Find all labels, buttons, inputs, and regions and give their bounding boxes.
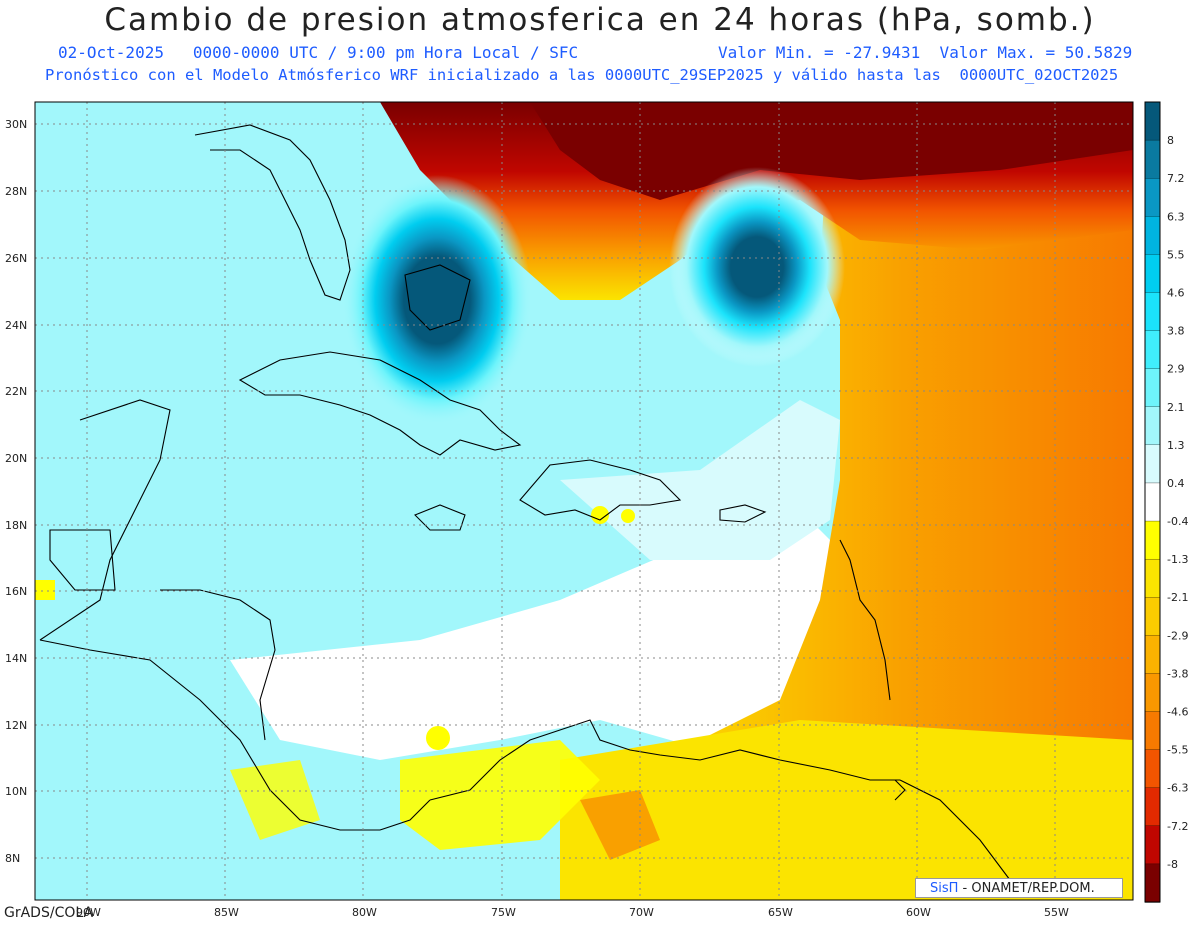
colorbar-label: -6.3 <box>1167 782 1188 795</box>
colorbar-swatch <box>1144 597 1161 636</box>
colorbar: 8 7.2 6.3 5.5 4.6 3.8 2.9 2.1 1.3 0.4 -0.4 -1.3 -2.1… <box>1144 101 1188 903</box>
colorbar-label: -2.1 <box>1167 591 1188 604</box>
lon-label: 60W <box>906 906 931 919</box>
colorbar-label: 0.4 <box>1167 477 1185 490</box>
coastlines <box>39 124 1011 881</box>
colorbar-label: -8 <box>1167 858 1178 871</box>
credit-box: SisΠ - ONAMET/REP.DOM. <box>915 878 1123 898</box>
colorbar-label: 7.2 <box>1167 172 1185 185</box>
lat-label: 14N <box>5 652 27 665</box>
lon-axis: 90W 85W 80W 75W 70W 65W 60W 55W <box>76 906 1069 919</box>
lat-label: 20N <box>5 452 27 465</box>
map-title: Cambio de presion atmosferica en 24 hora… <box>104 2 1096 38</box>
colorbar-label: -0.4 <box>1167 515 1188 528</box>
colorbar-swatch <box>1144 482 1161 522</box>
lat-axis: 30N 28N 26N 24N 22N 20N 18N 16N 14N 12N … <box>5 118 27 865</box>
lat-label: 8N <box>5 852 20 865</box>
graticule <box>35 102 1133 900</box>
colorbar-swatch <box>1144 673 1161 713</box>
colorbar-swatch <box>1144 139 1161 179</box>
lon-label: 65W <box>768 906 793 919</box>
colorbar-swatch <box>1144 825 1161 865</box>
colorbar-label: 5.5 <box>1167 248 1185 261</box>
colorbar-swatch <box>1144 635 1161 675</box>
lon-label: 55W <box>1044 906 1069 919</box>
colorbar-label: 1.3 <box>1167 439 1185 452</box>
valid-time-line: 02-Oct-2025 0000-0000 UTC / 9:00 pm Hora… <box>58 43 1132 62</box>
lat-label: 18N <box>5 519 27 532</box>
lon-label: 80W <box>352 906 377 919</box>
colorbar-label: 2.9 <box>1167 363 1185 376</box>
min-max-text: Valor Min. = -27.9431 Valor Max. = 50.58… <box>718 43 1133 62</box>
lon-label: 85W <box>214 906 239 919</box>
colorbar-swatch <box>1144 787 1161 827</box>
colorbar-swatch <box>1144 406 1161 446</box>
credit-brand: SisΠ <box>930 881 959 896</box>
map-field <box>35 102 1133 900</box>
colorbar-swatch <box>1144 749 1161 789</box>
colorbar-swatch <box>1144 292 1161 332</box>
lat-label: 12N <box>5 719 27 732</box>
colorbar-label: -2.9 <box>1167 629 1188 642</box>
colorbar-swatch <box>1144 711 1161 751</box>
colorbar-swatch <box>1144 863 1161 903</box>
colorbar-label: 2.1 <box>1167 401 1185 414</box>
lat-label: 24N <box>5 319 27 332</box>
colorbar-label: 6.3 <box>1167 210 1185 223</box>
colorbar-swatch <box>1144 330 1161 370</box>
colorbar-frame <box>1144 101 1161 903</box>
colorbar-label: 3.8 <box>1167 325 1185 338</box>
credit-text: - ONAMET/REP.DOM. <box>958 881 1095 896</box>
colorbar-swatch <box>1144 558 1161 598</box>
colorbar-label: -4.6 <box>1167 706 1188 719</box>
lon-label: 90W <box>76 906 101 919</box>
colorbar-label: 4.6 <box>1167 286 1185 299</box>
lat-label: 10N <box>5 785 27 798</box>
colorbar-swatch <box>1144 178 1161 217</box>
map-frame <box>34 101 1134 901</box>
colorbar-swatch <box>1144 444 1161 484</box>
colorbar-swatch <box>1144 216 1161 256</box>
lat-label: 16N <box>5 585 27 598</box>
colorbar-swatch <box>1144 520 1161 560</box>
lat-label: 22N <box>5 385 27 398</box>
colorbar-swatch <box>1144 254 1161 294</box>
colorbar-swatch <box>1144 101 1161 141</box>
model-info-line: Pronóstico con el Modelo Atmósferico WRF… <box>45 66 1119 84</box>
lat-label: 28N <box>5 185 27 198</box>
lon-label: 75W <box>491 906 516 919</box>
lon-label: 70W <box>629 906 654 919</box>
footer-text: GrADS/COLA <box>4 905 94 921</box>
lat-label: 30N <box>5 118 27 131</box>
colorbar-label: -7.2 <box>1167 820 1188 833</box>
colorbar-label: -1.3 <box>1167 553 1188 566</box>
colorbar-label: 8 <box>1167 134 1174 147</box>
colorbar-label: -3.8 <box>1167 667 1188 680</box>
colorbar-swatch <box>1144 368 1161 408</box>
colorbar-label: -5.5 <box>1167 744 1188 757</box>
valid-time-text: 02-Oct-2025 0000-0000 UTC / 9:00 pm Hora… <box>58 43 579 62</box>
lat-label: 26N <box>5 252 27 265</box>
